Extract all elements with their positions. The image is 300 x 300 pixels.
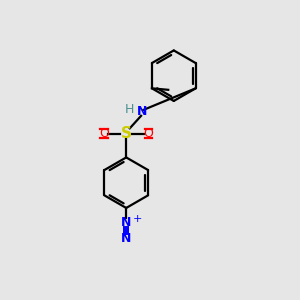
Text: O: O	[99, 127, 109, 140]
Text: S: S	[121, 126, 132, 141]
Text: N: N	[121, 232, 131, 245]
Text: N: N	[121, 216, 131, 229]
Text: H: H	[125, 103, 134, 116]
Text: O: O	[144, 127, 154, 140]
Text: +: +	[133, 214, 142, 224]
Text: N: N	[136, 105, 147, 118]
